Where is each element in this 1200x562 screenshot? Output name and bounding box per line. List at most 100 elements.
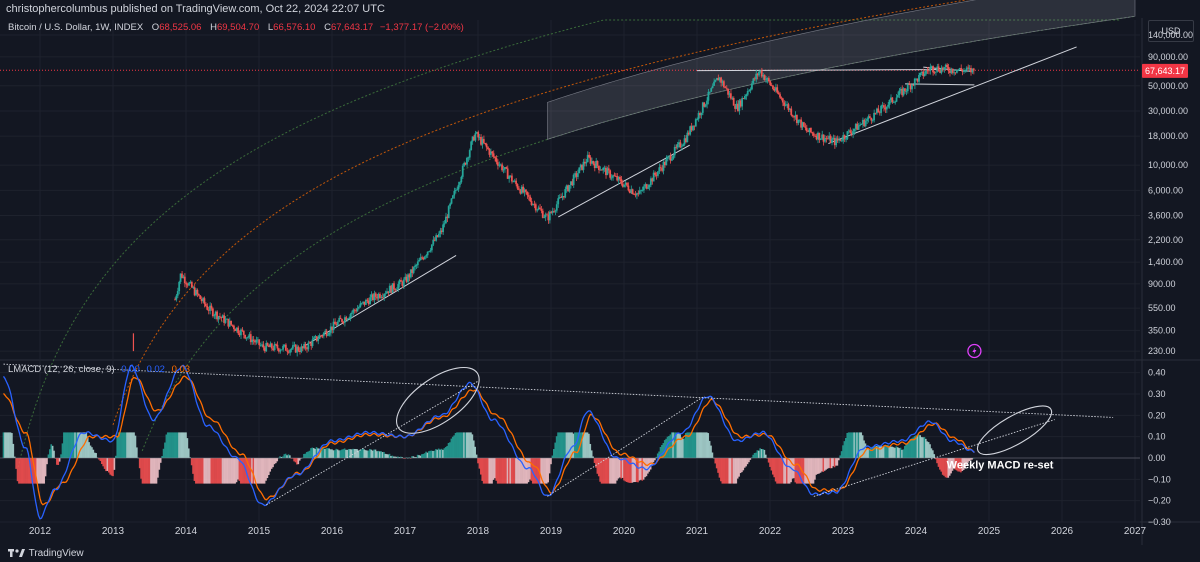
candle-body [683,138,686,145]
candle-body [957,69,960,71]
candle-body [617,176,620,181]
price-tick-label: 900.00 [1148,279,1176,289]
candle-body [675,146,678,148]
histogram-bar [133,432,135,458]
macd-ellipse-2025 [976,405,1053,456]
candle-body [214,311,217,316]
histogram-bar [809,458,812,484]
candle-body [729,93,732,99]
histogram-bar [652,458,655,463]
candle-body [751,83,753,90]
candle-body [192,287,195,289]
candle-body [859,124,861,126]
candle-body [954,72,957,74]
histogram-bar [211,458,214,484]
candle-body [958,68,961,70]
histogram-bar [113,458,116,470]
histogram-bar [651,458,653,466]
candle-body [401,281,404,286]
histogram-bar [626,458,628,482]
time-tick-label: 2015 [248,526,271,537]
histogram-bar [223,458,225,484]
histogram-bar [638,458,641,481]
candle-body [704,104,707,107]
histogram-bar [71,432,74,458]
candle-body [245,337,248,339]
histogram-bar [116,435,119,458]
histogram-bar [465,432,468,458]
histogram-bar [157,458,159,478]
histogram-bar [898,448,900,458]
histogram-bar [440,448,443,458]
candle-body [586,154,589,163]
histogram-bar [630,458,632,483]
candle-body [881,105,884,107]
candle-body [642,186,645,191]
histogram-bar [708,440,711,458]
candle-body [516,184,519,189]
close-label: C [324,22,331,33]
candle-body [373,293,376,301]
histogram-bar [962,458,965,470]
tradingview-logo[interactable]: TradingView [8,545,84,562]
candle-body [950,68,953,73]
candle-body [933,72,936,74]
candle-body [798,119,801,121]
candle-body [308,342,311,344]
candle-body [748,90,751,92]
histogram-bar [29,458,31,484]
candle-body [687,132,690,135]
candle-body [628,190,631,193]
histogram-bar [275,458,277,464]
upper-green-curve [17,19,1121,468]
histogram-bar [592,456,594,458]
histogram-bar [4,432,6,458]
histogram-bar [235,458,238,483]
histogram-bar [762,449,764,458]
candle-body [523,189,526,193]
candle-body [335,324,338,326]
histogram-bar [58,458,61,462]
candle-body [728,93,731,95]
histogram-bar [746,458,749,465]
candle-body [506,168,509,179]
histogram-bar [450,438,453,458]
histogram-bar [599,458,601,482]
candle-body [481,139,484,145]
histogram-bar [617,458,620,479]
candle-body [888,100,891,105]
histogram-bar [866,448,868,458]
histogram-bar [381,452,384,458]
histogram-bar [241,458,243,484]
candle-body [185,283,188,285]
candle-body [777,92,780,95]
histogram-bar [415,457,418,458]
candle-body [437,233,440,238]
candle-body [600,169,603,171]
histogram-bar [830,458,833,469]
histogram-bar [509,458,512,484]
candle-body [804,126,807,128]
candle-body [411,269,414,273]
histogram-bar [221,458,224,484]
candle-body [532,204,534,205]
histogram-bar [710,445,712,458]
candle-body [404,276,407,280]
candle-body [533,204,536,205]
candle-body [409,269,412,278]
candle-body [964,69,967,71]
candle-body [443,223,446,225]
candle-body [196,289,199,295]
histogram-bar [694,432,697,458]
histogram-bar [18,458,20,484]
histogram-bar [593,458,596,463]
histogram-bar [377,450,380,458]
candle-body [430,244,433,251]
histogram-bar [49,449,51,458]
candle-body [627,185,630,191]
histogram-bar [470,432,472,458]
histogram-bar [326,448,329,458]
currency-label[interactable]: USD [1148,20,1194,42]
histogram-bar [960,458,962,473]
